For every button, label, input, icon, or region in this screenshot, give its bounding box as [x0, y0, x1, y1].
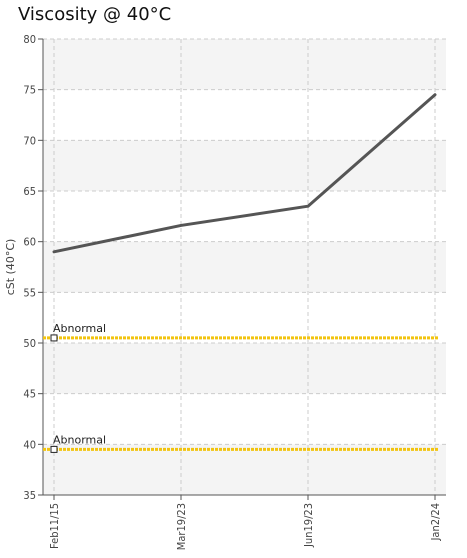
limit-label: Abnormal	[53, 433, 106, 446]
plot-band	[43, 242, 446, 293]
y-tick-label: 60	[23, 236, 36, 249]
y-tick-label: 35	[23, 489, 36, 502]
x-tick-label: Mar19/23	[175, 503, 188, 550]
y-tick-label: 40	[23, 438, 36, 451]
y-tick-label: 55	[23, 286, 36, 299]
limit-marker	[51, 446, 57, 452]
plot-band	[43, 444, 446, 495]
x-tick-label: Feb11/15	[48, 503, 61, 549]
x-tick-label: Jun19/23	[302, 503, 315, 548]
y-tick-label: 70	[23, 134, 36, 147]
y-tick-label: 50	[23, 337, 36, 350]
y-tick-label: 65	[23, 185, 36, 198]
y-axis-label: cSt (40°C)	[4, 239, 17, 296]
y-tick-label: 75	[23, 84, 36, 97]
limit-marker	[51, 335, 57, 341]
plot-bands	[43, 39, 446, 495]
plot-band	[43, 39, 446, 90]
plot-band	[43, 343, 446, 394]
y-tick-label: 45	[23, 388, 36, 401]
x-tick-label: Jan2/24	[429, 503, 442, 541]
plot-band	[43, 140, 446, 191]
limit-label: Abnormal	[53, 322, 106, 335]
y-tick-label: 80	[23, 33, 36, 46]
